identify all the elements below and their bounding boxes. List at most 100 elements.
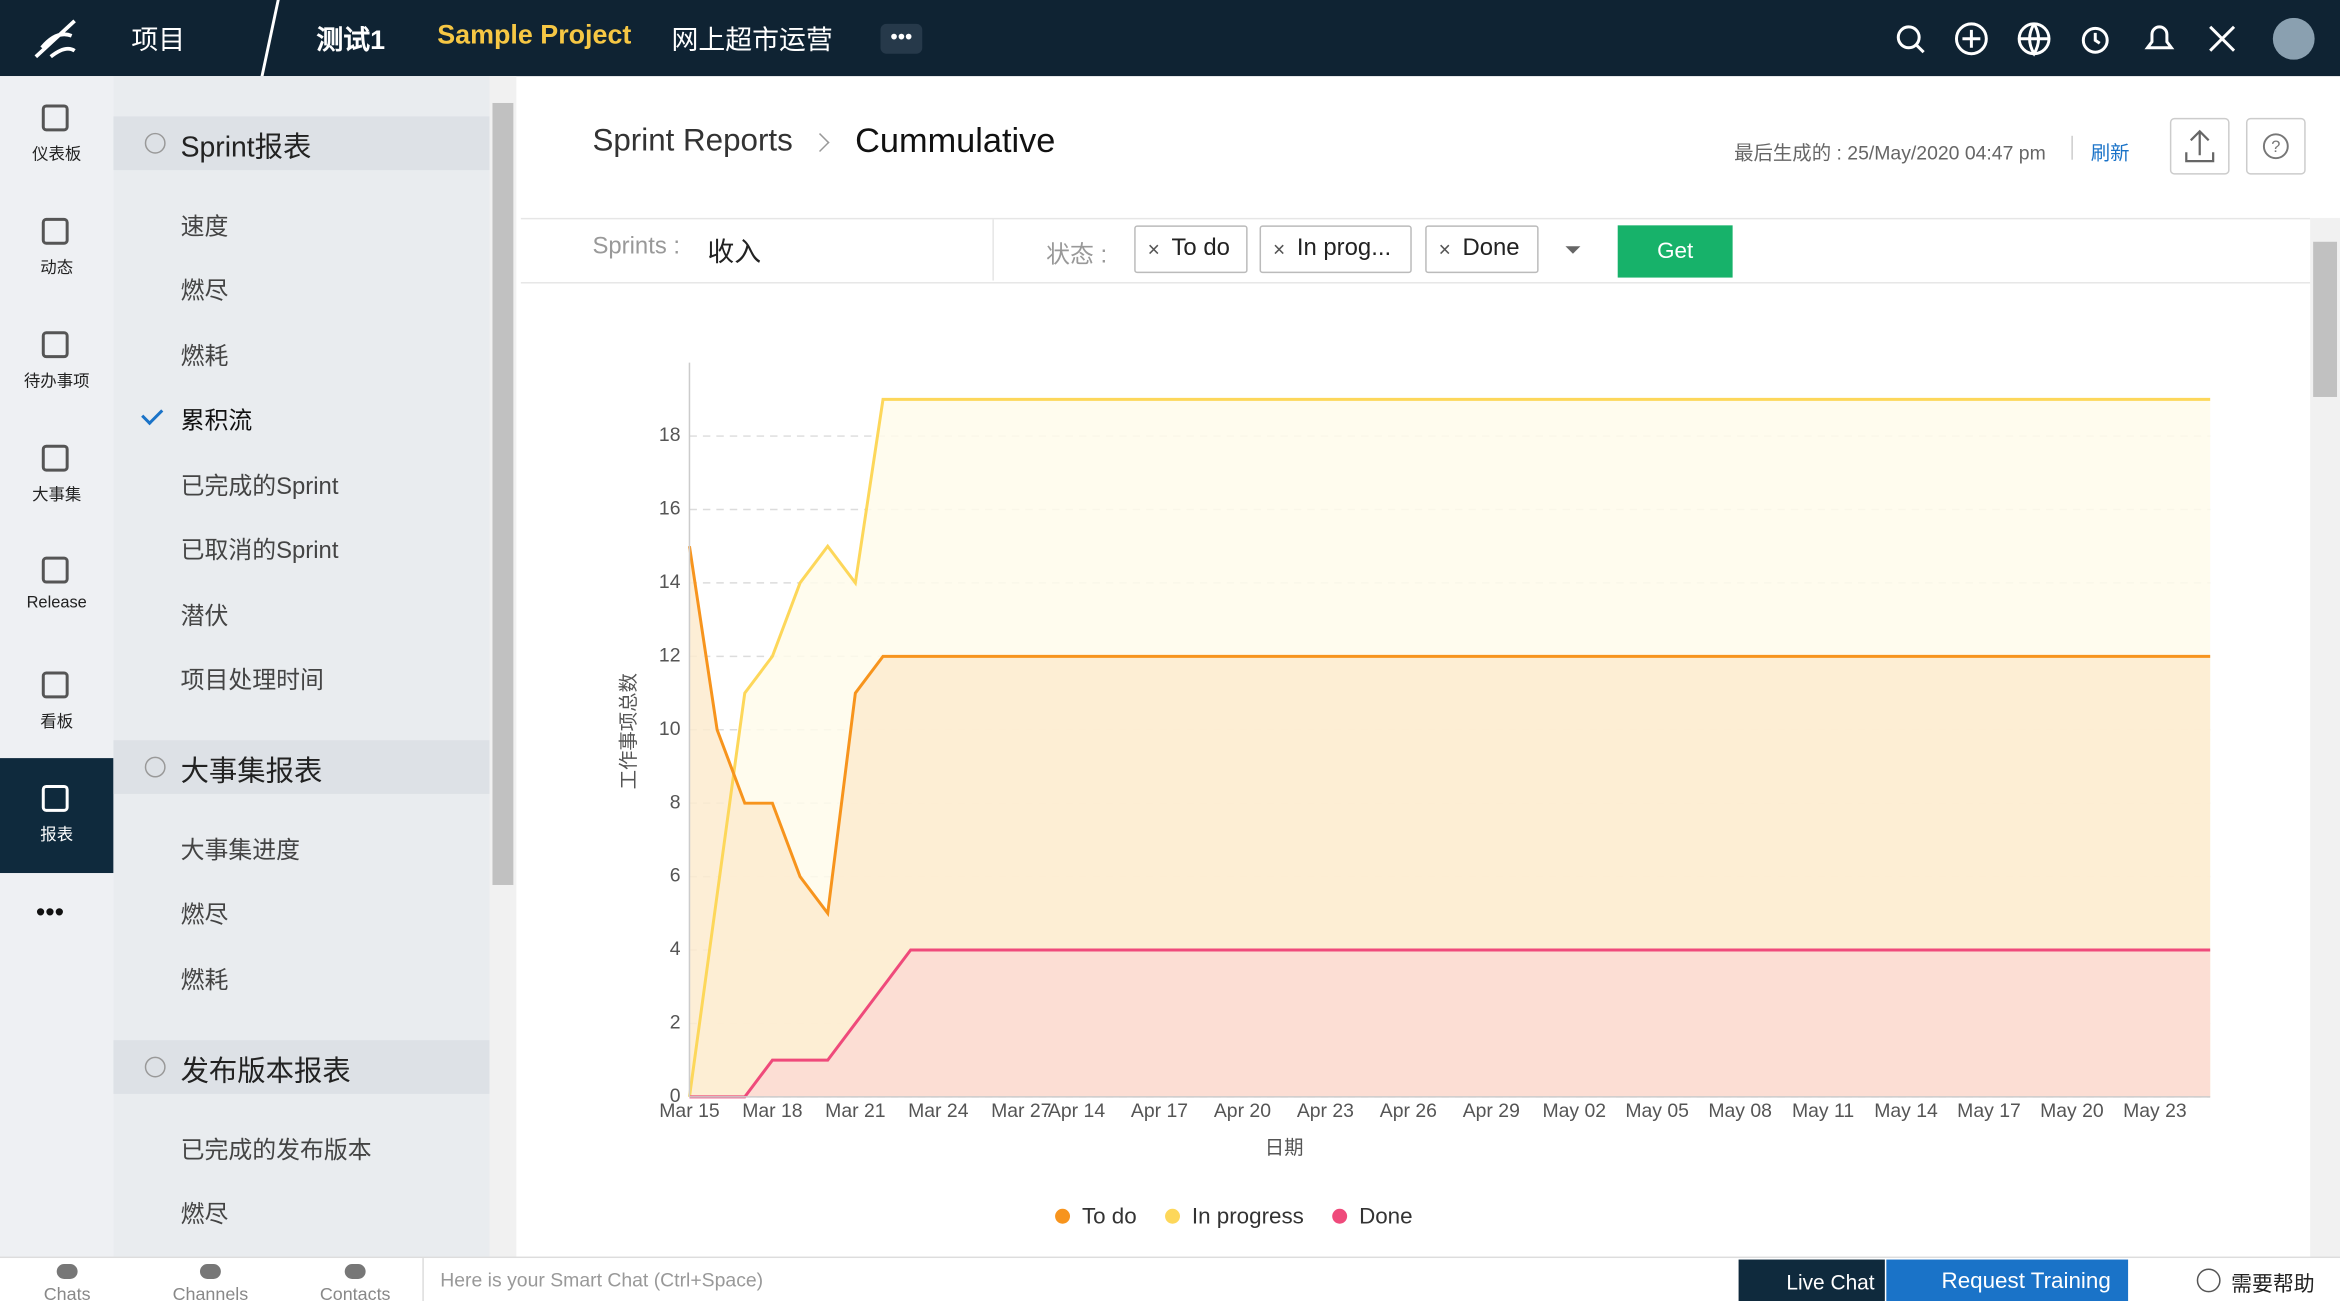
sidebar-item[interactable]: 已完成的Sprint <box>180 474 339 500</box>
sidebar-item[interactable]: 大事集进度 <box>180 838 300 865</box>
svg-text:?: ? <box>2271 138 2280 156</box>
status-chip[interactable]: × To do <box>1134 225 1248 274</box>
live-chat-button[interactable]: Live Chat <box>1738 1259 1885 1301</box>
scroll-thumb[interactable] <box>492 102 514 885</box>
divider <box>992 219 994 281</box>
x-tick-label: May 11 <box>1792 1100 1854 1122</box>
collapse-icon <box>144 756 166 778</box>
nav-item[interactable]: 项目 <box>131 25 186 56</box>
live-chat-label: Live Chat <box>1786 1269 1875 1294</box>
help-button[interactable]: ? <box>2245 117 2306 175</box>
x-tick-label: May 17 <box>1957 1100 2021 1122</box>
legend-item[interactable]: To do <box>1055 1204 1137 1229</box>
refresh-link[interactable]: 刷新 <box>2090 141 2130 165</box>
area-fill <box>689 950 2211 1097</box>
sidebar-item[interactable]: 潜伏 <box>180 604 229 630</box>
remove-icon[interactable]: × <box>1438 237 1451 262</box>
rail-item[interactable]: 待办事项 <box>23 373 90 391</box>
y-tick-label: 6 <box>670 865 681 887</box>
chat-tab-icon <box>56 1264 78 1279</box>
rail-item[interactable]: 大事集 <box>32 486 82 505</box>
x-tick-label: May 02 <box>1542 1100 1606 1122</box>
section-title[interactable]: 发布版本报表 <box>180 1056 351 1088</box>
sidebar-item[interactable]: 速度 <box>180 214 229 241</box>
x-tick-label: May 08 <box>1708 1100 1772 1122</box>
sidebar-item[interactable]: 燃尽 <box>180 279 229 305</box>
rail-item[interactable]: 仪表板 <box>32 146 82 165</box>
sidebar-item[interactable]: 累积流 <box>180 408 253 435</box>
nav-item[interactable]: 网上超市运营 <box>671 25 833 56</box>
chip-label: In prog... <box>1296 235 1392 262</box>
remove-icon[interactable]: × <box>1147 237 1160 262</box>
legend-item[interactable]: Done <box>1332 1204 1413 1229</box>
left-rail: ••• 仪表板动态待办事项大事集 Release 看板报表 <box>0 76 114 1257</box>
bottom-bar: Chats Channels Contacts Here is your Smart … <box>0 1256 2340 1301</box>
divider <box>2071 135 2073 160</box>
chat-tab[interactable]: Channels <box>172 1283 249 1301</box>
y-tick-label: 14 <box>659 571 681 593</box>
more-button[interactable]: ••• <box>880 23 923 54</box>
breadcrumb[interactable]: Sprint Reports <box>592 123 793 159</box>
export-button[interactable] <box>2169 117 2230 175</box>
sidebar-item[interactable]: 燃耗 <box>180 344 229 371</box>
rail-icon <box>41 104 69 132</box>
sprint-select[interactable]: 收入 <box>707 237 762 268</box>
x-tick-label: Apr 29 <box>1463 1100 1520 1122</box>
status-chip[interactable]: × In prog... <box>1259 225 1412 274</box>
sidebar-item[interactable]: 已完成的发布版本 <box>180 1138 372 1165</box>
sidebar-item[interactable]: 燃耗 <box>180 968 229 994</box>
sidebar-item[interactable]: 燃尽 <box>180 1202 229 1229</box>
x-tick-label: Mar 21 <box>825 1100 885 1122</box>
filter-bar <box>520 217 2311 284</box>
chip-label: Done <box>1462 235 1520 262</box>
rail-icon <box>41 671 69 699</box>
status-chip[interactable]: × Done <box>1425 225 1539 274</box>
sidebar-item[interactable]: 已取消的Sprint <box>180 538 339 565</box>
more-button[interactable]: ••• <box>35 896 65 927</box>
x-tick-label: Apr 17 <box>1131 1100 1188 1122</box>
rail-item[interactable]: Release <box>26 593 87 612</box>
dropdown-caret[interactable] <box>1565 246 1581 261</box>
y-tick-label: 2 <box>670 1012 681 1034</box>
request-training-button[interactable]: Request Training <box>1886 1259 2129 1301</box>
rail-icon <box>41 331 69 359</box>
section-title[interactable]: 大事集报表 <box>180 756 323 788</box>
y-tick-label: 12 <box>659 644 681 666</box>
y-tick-label: 10 <box>659 718 681 740</box>
scroll-thumb[interactable] <box>2313 241 2338 397</box>
get-button[interactable]: Get <box>1617 225 1733 278</box>
rail-item[interactable]: 报表 <box>40 826 74 845</box>
x-tick-label: Mar 15 <box>659 1100 719 1122</box>
sidebar-item[interactable]: 燃尽 <box>180 902 229 929</box>
page-title: Cummulative <box>855 120 1056 160</box>
divider <box>422 1258 424 1301</box>
rail-icon <box>41 217 69 245</box>
remove-icon[interactable]: × <box>1272 237 1286 262</box>
section-header <box>113 1040 490 1094</box>
rail-icon <box>41 556 69 584</box>
chat-tab[interactable]: Chats <box>43 1283 91 1301</box>
chat-tab[interactable]: Contacts <box>319 1283 391 1301</box>
rail-item[interactable]: 动态 <box>40 259 74 278</box>
request-training-label: Request Training <box>1941 1268 2111 1294</box>
section-title[interactable]: Sprint报表 <box>180 132 312 165</box>
rail-item[interactable]: 看板 <box>40 713 74 732</box>
rail-icon <box>41 784 69 812</box>
legend-label: Done <box>1359 1204 1413 1229</box>
y-tick-label: 18 <box>659 424 681 446</box>
x-tick-label: Apr 14 <box>1048 1100 1105 1122</box>
help-link[interactable]: 需要帮助 <box>2231 1271 2315 1296</box>
collapse-icon <box>144 1056 166 1078</box>
collapse-icon <box>144 132 166 154</box>
nav-item[interactable]: Sample Project <box>437 19 632 50</box>
legend-item[interactable]: In progress <box>1165 1204 1304 1229</box>
y-tick-label: 8 <box>670 791 681 813</box>
nav-item[interactable]: 测试1 <box>316 25 386 56</box>
chat-input[interactable]: Here is your Smart Chat (Ctrl+Space) <box>440 1268 764 1291</box>
sidebar-item[interactable]: 项目处理时间 <box>180 668 324 694</box>
rail-icon <box>41 444 69 472</box>
filter-label: 状态 : <box>1046 243 1108 269</box>
y-tick-label: 0 <box>670 1085 681 1107</box>
